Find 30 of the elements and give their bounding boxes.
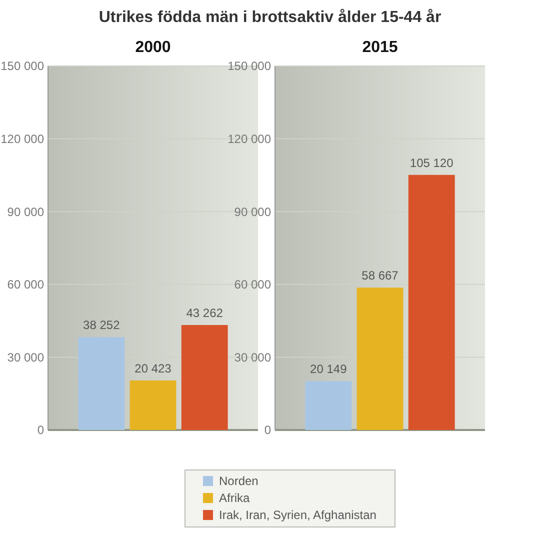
y-tick-label: 90 000: [7, 204, 44, 219]
data-label: 20 423: [134, 361, 172, 376]
y-tick-label: 90 000: [234, 204, 272, 219]
y-tick-label: 150 000: [228, 59, 272, 74]
chart-title: Utrikes födda män i brottsaktiv ålder 15-44 år: [98, 8, 442, 26]
legend-label: Afrika: [219, 491, 250, 506]
y-tick-label: 30 000: [7, 350, 44, 364]
data-label: 43 262: [186, 306, 224, 320]
y-tick-label: 120 000: [228, 132, 272, 146]
y-tick-label: 30 000: [234, 350, 272, 364]
bar: [130, 380, 176, 430]
y-tick-label: 120 000: [0, 132, 44, 146]
legend-label: Norden: [219, 474, 258, 488]
chart-title: 2015: [362, 39, 398, 56]
y-tick-label: 150 000: [0, 59, 44, 74]
data-label: 105 120: [410, 156, 454, 170]
y-tick-label: 0: [264, 423, 272, 438]
data-label: 38 252: [83, 318, 120, 332]
bar: [408, 174, 455, 430]
bar: [356, 288, 404, 430]
bar: [181, 325, 228, 430]
bar: [305, 381, 352, 430]
y-tick-label: 0: [37, 423, 44, 438]
chart-subtitle: 2000: [135, 39, 171, 56]
bar: [78, 337, 125, 430]
y-tick-label: 60 000: [7, 278, 44, 292]
data-label: 20 149: [310, 362, 348, 376]
legend-label: Irak, Iran, Syrien, Afghanistan: [219, 508, 376, 522]
data-label: 58 667: [362, 268, 399, 283]
y-tick-label: 60 000: [234, 278, 272, 292]
